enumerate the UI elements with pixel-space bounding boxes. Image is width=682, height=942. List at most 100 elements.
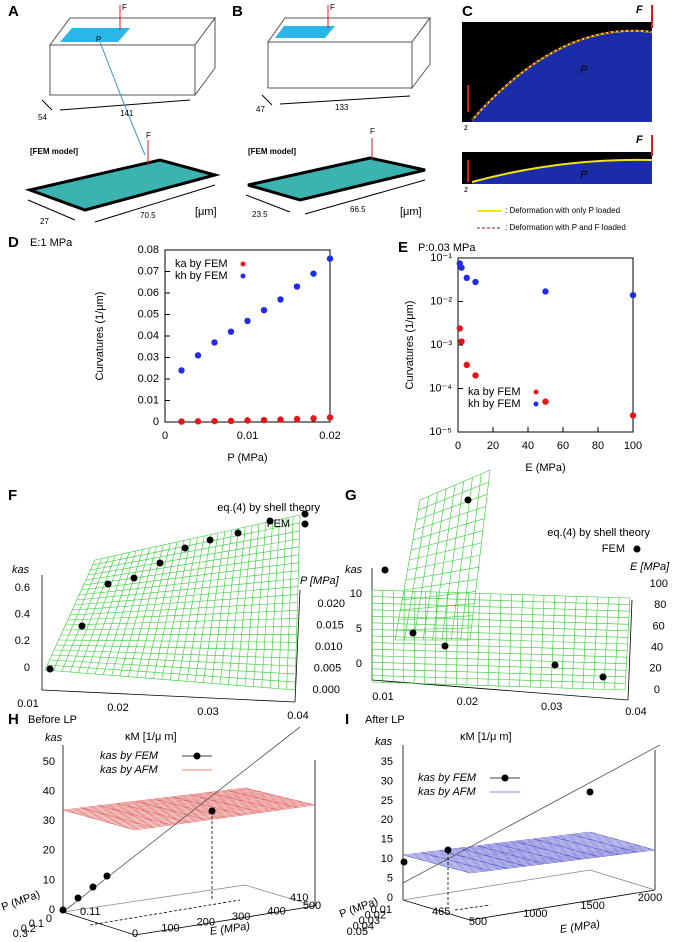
fem-point bbox=[381, 566, 389, 574]
mesh-line bbox=[76, 578, 299, 601]
mesh-line bbox=[79, 570, 299, 596]
annotation: 465 bbox=[432, 906, 450, 918]
x-tick-label: 0.03 bbox=[541, 701, 562, 713]
force-label: F bbox=[146, 131, 151, 140]
mesh-line bbox=[74, 586, 298, 606]
p-tick-label: 0.2 bbox=[21, 923, 36, 935]
z-axis-label: kas bbox=[45, 732, 63, 744]
e-tick-label: 400 bbox=[267, 906, 285, 918]
mesh-line bbox=[409, 542, 482, 561]
z-tick-label: 20 bbox=[381, 814, 393, 826]
mesh-line bbox=[371, 589, 631, 599]
e-tick-label: 0 bbox=[132, 928, 138, 940]
dimension: 47 bbox=[256, 105, 265, 114]
mesh-line bbox=[402, 854, 471, 874]
y-tick-label: 80 bbox=[654, 599, 666, 611]
pressure-label: P bbox=[96, 35, 101, 44]
axis-line bbox=[41, 689, 296, 703]
fem-point bbox=[193, 752, 201, 760]
data-point bbox=[194, 418, 202, 425]
legend-entry: kas by AFM bbox=[418, 786, 476, 798]
legend-entry: kas by FEM bbox=[418, 772, 477, 784]
legend-marker bbox=[533, 401, 539, 407]
x-tick-label: 60 bbox=[557, 440, 569, 452]
axis-line bbox=[62, 726, 301, 913]
mesh-line bbox=[412, 518, 485, 541]
mesh-line bbox=[440, 850, 508, 869]
mesh-line bbox=[208, 792, 280, 811]
mesh-line bbox=[552, 836, 619, 855]
y-axis-label: Curvatures (1/μm) bbox=[94, 292, 106, 381]
data-point bbox=[194, 352, 202, 359]
data-point bbox=[211, 417, 218, 425]
force-label: F bbox=[330, 3, 335, 12]
x-tick-label: 0.01 bbox=[237, 430, 258, 442]
y-tick-label: 0.04 bbox=[138, 330, 159, 342]
z-tick-label: 0 bbox=[49, 904, 55, 916]
dimension: 70.5 bbox=[140, 211, 156, 220]
annotation: 0.11 bbox=[80, 906, 101, 918]
panel-label: F bbox=[8, 487, 17, 504]
p-axis-label: P (MPa) bbox=[0, 889, 42, 914]
axis-line bbox=[294, 589, 301, 703]
mesh-line bbox=[65, 618, 298, 626]
fem-point bbox=[400, 858, 408, 866]
diagram-a bbox=[24, 5, 221, 223]
e-tick-label: 100 bbox=[161, 922, 179, 934]
pressure-label: P bbox=[580, 64, 588, 76]
data-point bbox=[326, 255, 334, 262]
e-tick-label: 500 bbox=[469, 916, 487, 928]
unit: [μm] bbox=[195, 206, 217, 218]
data-point bbox=[326, 414, 334, 421]
dimension: 133 bbox=[335, 103, 349, 112]
z-tick-label: 30 bbox=[381, 775, 393, 787]
mesh-line bbox=[371, 661, 627, 671]
model-label: [FEM model] bbox=[248, 147, 296, 156]
fem-point bbox=[78, 622, 86, 630]
mesh-line bbox=[371, 602, 630, 612]
legend-entry: eq.(4) by shell theory bbox=[217, 502, 320, 514]
data-point bbox=[629, 412, 637, 419]
panel-label: G bbox=[345, 487, 357, 504]
panel-title: After LP bbox=[365, 714, 405, 726]
x-axis-label: κM [1/μ m] bbox=[460, 731, 512, 743]
e-axis-label: E (MPa) bbox=[209, 920, 251, 938]
y-axis-label: Curvatures (1/μm) bbox=[404, 301, 416, 390]
data-point bbox=[244, 417, 251, 424]
diagram-b bbox=[245, 5, 431, 215]
mesh-line bbox=[419, 469, 491, 501]
force-label: F bbox=[122, 3, 127, 12]
y-tick-label: 40 bbox=[651, 642, 663, 654]
p-tick-label: 0.03 bbox=[359, 915, 380, 927]
x-tick-label: 80 bbox=[592, 440, 604, 452]
y-tick-label: 0 bbox=[654, 684, 660, 696]
fem-point bbox=[444, 846, 452, 854]
fem-point bbox=[156, 559, 164, 567]
chart-title: E:1 MPa bbox=[30, 237, 73, 249]
x-axis-label: P (MPa) bbox=[227, 452, 267, 464]
z-tick-label: 0.4 bbox=[15, 609, 30, 621]
z-tick-label: 0.2 bbox=[15, 635, 30, 647]
legend-marker bbox=[533, 389, 539, 395]
x-tick-label: 40 bbox=[522, 440, 534, 452]
x-tick-label: 0.02 bbox=[107, 702, 128, 714]
mesh-line bbox=[371, 681, 626, 691]
e-tick-label: 1000 bbox=[523, 908, 547, 920]
fem-point bbox=[104, 580, 112, 588]
data-point bbox=[472, 278, 479, 286]
mesh-line bbox=[58, 639, 297, 643]
x-tick-label: 0 bbox=[455, 440, 461, 452]
mesh-line bbox=[85, 546, 300, 581]
e-tick-label: 500 bbox=[303, 900, 321, 912]
mesh-line bbox=[371, 622, 629, 632]
panel-label: I bbox=[345, 711, 349, 728]
y-axis-label: E [MPa] bbox=[630, 561, 670, 573]
mesh-line bbox=[589, 831, 656, 851]
data-point bbox=[542, 398, 549, 405]
data-point bbox=[293, 415, 301, 423]
x-tick-label: 0 bbox=[162, 430, 168, 442]
mesh-line bbox=[81, 807, 154, 828]
mesh-line bbox=[49, 659, 296, 675]
axis-line bbox=[454, 904, 491, 911]
